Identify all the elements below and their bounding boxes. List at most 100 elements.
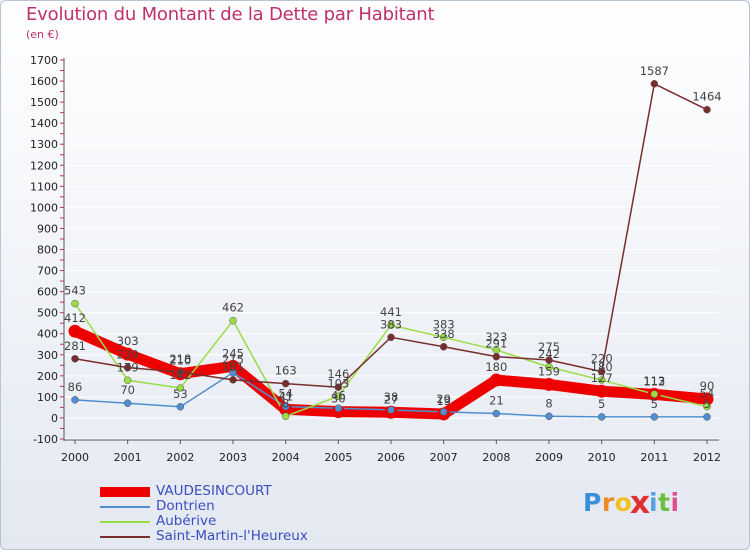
x-tick-label: 2010	[588, 451, 616, 464]
data-label: 180	[485, 360, 507, 374]
data-point	[176, 384, 185, 392]
data-point	[121, 347, 135, 361]
data-point	[597, 367, 606, 376]
data-point	[703, 413, 711, 421]
y-tick-label: 1700	[30, 54, 58, 67]
data-point	[439, 343, 448, 351]
x-tick-label: 2005	[324, 451, 352, 464]
y-tick-label: 200	[37, 370, 58, 383]
data-point	[176, 403, 185, 411]
data-point	[650, 390, 659, 398]
data-label: 5	[651, 397, 658, 411]
chart-legend: VAUDESINCOURT Dontrien Aubérive Saint-Marti…	[100, 484, 360, 544]
data-point	[545, 412, 553, 421]
data-label: 1587	[640, 64, 669, 78]
data-label: 142	[169, 368, 191, 382]
legend-label: Saint-Martin-l'Heureux	[156, 528, 308, 544]
data-point	[71, 396, 79, 404]
y-tick-label: 500	[37, 307, 58, 320]
data-label: 281	[64, 339, 86, 353]
legend-label: Aubérive	[156, 513, 217, 529]
legend-item: Dontrien	[100, 499, 360, 514]
data-label: 86	[68, 380, 83, 394]
legend-swatch	[100, 521, 150, 523]
data-label: 181	[222, 360, 244, 374]
data-point	[281, 379, 290, 388]
legend-label: Dontrien	[156, 498, 215, 514]
data-point	[334, 404, 343, 413]
data-label: 5	[703, 397, 710, 411]
data-label: 54	[700, 387, 715, 401]
y-tick-label: -100	[33, 433, 58, 446]
y-tick-label: 100	[37, 391, 58, 404]
data-point	[71, 299, 79, 308]
data-label: 303	[117, 334, 139, 348]
data-point	[229, 376, 237, 384]
data-point	[387, 333, 395, 342]
data-label: 242	[538, 347, 560, 361]
x-tick-label: 2007	[430, 451, 458, 464]
data-label: 8	[282, 396, 289, 410]
data-point	[439, 333, 448, 342]
data-label: 41	[278, 389, 293, 403]
y-tick-label: 800	[37, 244, 58, 257]
y-tick-label: 300	[37, 349, 58, 362]
data-point	[597, 413, 606, 421]
data-label: 54	[278, 387, 293, 401]
data-point	[334, 383, 343, 391]
proxiti-logo: Proxiti	[583, 484, 680, 520]
legend-swatch	[100, 506, 150, 508]
data-label: 543	[64, 284, 86, 298]
data-label: 220	[591, 352, 613, 366]
data-label: 30	[331, 392, 346, 406]
data-label: 29	[436, 392, 451, 406]
data-label: 38	[384, 390, 399, 404]
data-point	[123, 399, 132, 407]
data-label: 338	[433, 327, 455, 341]
y-tick-label: 600	[37, 286, 58, 299]
data-point	[281, 412, 290, 421]
logo-letter: t	[658, 488, 671, 517]
y-tick-label: 1600	[30, 75, 58, 88]
data-label: 218	[169, 352, 191, 366]
data-label: 441	[380, 305, 402, 319]
data-point	[123, 363, 132, 372]
legend-item: Saint-Martin-l'Heureux	[100, 529, 360, 544]
data-label: 19	[436, 394, 451, 408]
x-tick-label: 2008	[482, 451, 510, 464]
data-point	[387, 321, 395, 329]
data-label: 5	[598, 397, 605, 411]
data-point	[226, 359, 240, 373]
x-tick-label: 2000	[61, 451, 89, 464]
data-label: 383	[433, 317, 455, 331]
data-point	[123, 376, 132, 385]
chart-subtitle: (en €)	[26, 28, 59, 41]
y-tick-label: 1000	[30, 201, 58, 214]
data-point	[703, 402, 711, 411]
data-point	[542, 377, 556, 391]
logo-letter: i	[670, 488, 680, 517]
data-label: 462	[222, 301, 244, 315]
data-label: 127	[591, 371, 613, 385]
x-tick-label: 2011	[640, 451, 668, 464]
x-tick-label: 2006	[377, 451, 405, 464]
data-label: 112	[643, 374, 665, 388]
data-label: 21	[489, 394, 504, 408]
data-label: 113	[643, 374, 665, 388]
logo-letter: P	[583, 488, 602, 517]
data-label: 146	[327, 367, 349, 381]
data-point	[489, 373, 503, 387]
x-tick-label: 2003	[219, 451, 247, 464]
x-tick-label: 2012	[693, 451, 721, 464]
data-label: 1464	[692, 90, 721, 104]
data-label: 27	[384, 392, 399, 406]
data-point	[492, 352, 501, 361]
series-line-3	[74, 83, 708, 388]
data-label: 383	[380, 317, 402, 331]
legend-swatch	[100, 487, 150, 497]
data-label: 215	[222, 353, 244, 367]
legend-item: Aubérive	[100, 514, 360, 529]
data-label: 163	[275, 364, 297, 378]
legend-label: VAUDESINCOURT	[156, 483, 272, 499]
